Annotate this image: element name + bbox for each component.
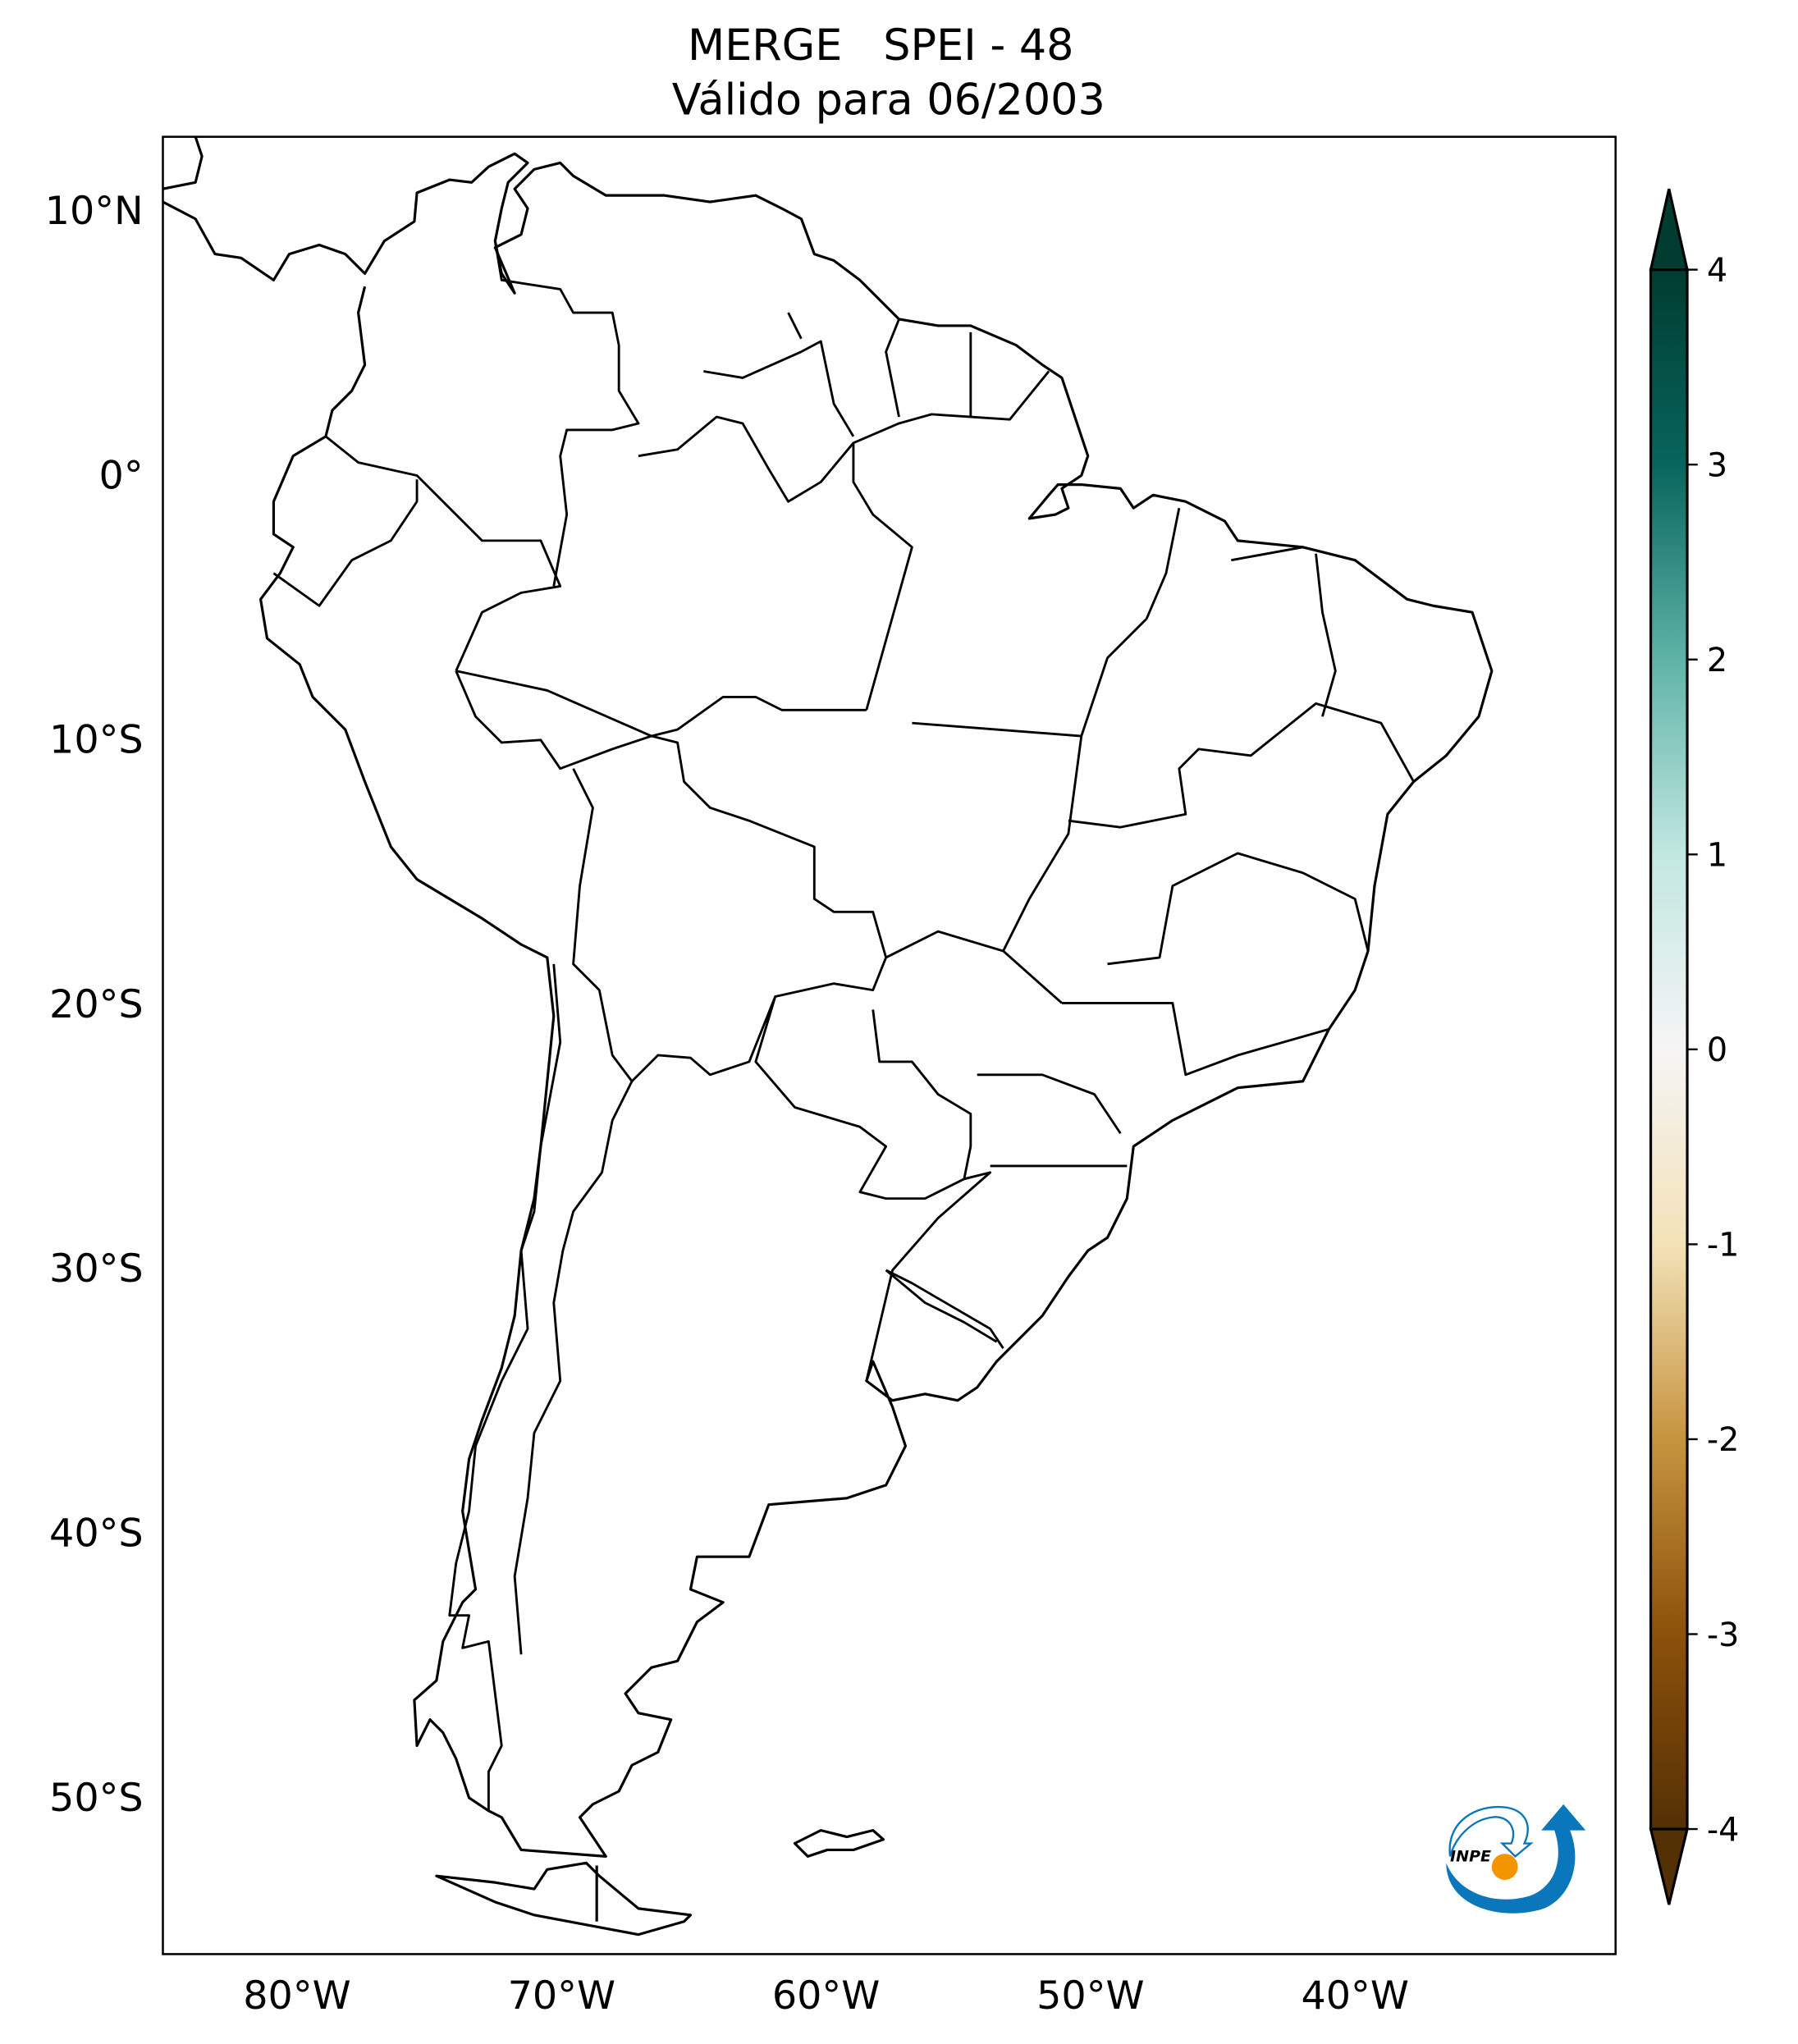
lat-tick-label: 0° (99, 453, 144, 498)
colorbar-tick-label: 1 (1707, 837, 1727, 875)
colorbar-tick-label: -1 (1707, 1227, 1740, 1264)
colorbar-body (1649, 268, 1689, 1831)
south-america-coastline (162, 136, 1494, 1858)
colorbar-tick-label: -2 (1707, 1421, 1740, 1459)
falkland-islands (793, 1829, 885, 1858)
colorbar-tick-label: -3 (1707, 1616, 1740, 1654)
logo-text: INPE (1450, 1848, 1491, 1866)
tierra-del-fuego (435, 1861, 693, 1937)
lat-tick-label: 20°S (49, 982, 144, 1027)
colorbar-tick-label: 4 (1707, 252, 1727, 290)
colorbar-tick-label: 2 (1707, 642, 1727, 679)
longitude-ticks: 80°W 70°W 60°W 50°W 40°W (243, 1973, 1409, 2019)
logo-swirl-icon (1448, 1805, 1534, 1858)
colorbar-tick-label: 0 (1707, 1031, 1727, 1069)
logo-arrow-icon (1446, 1804, 1586, 1914)
title-line-1: MERGE SPEI - 48 (688, 21, 1074, 71)
lon-tick-label: 60°W (772, 1973, 880, 2019)
map-area (162, 136, 1494, 1937)
title-line-2: Válido para 06/2003 (672, 75, 1105, 126)
lat-tick-label: 10°N (45, 189, 144, 234)
map-frame (162, 135, 1617, 1955)
colorbar-tick-label: 3 (1707, 446, 1727, 484)
lat-tick-label: 30°S (49, 1246, 144, 1292)
inpe-logo: INPE (1446, 1804, 1586, 1914)
lat-tick-label: 50°S (49, 1776, 144, 1821)
colorbar: 4 3 2 1 0 -1 -2 -3 -4 (1649, 188, 1740, 1905)
colorbar-tick-label: -4 (1707, 1811, 1740, 1849)
logo-sun-icon (1491, 1854, 1518, 1880)
country-borders (272, 208, 1415, 1811)
lat-tick-label: 40°S (49, 1511, 144, 1557)
lat-tick-label: 10°S (49, 718, 144, 763)
latitude-ticks: 10°N 0° 10°S 20°S 30°S 40°S 50°S (45, 189, 144, 1821)
lon-tick-label: 50°W (1036, 1973, 1144, 2019)
lon-tick-label: 70°W (508, 1973, 615, 2019)
colorbar-extend-min (1649, 1827, 1690, 1905)
lon-tick-label: 80°W (243, 1973, 350, 2019)
lon-tick-label: 40°W (1301, 1973, 1408, 2019)
colorbar-extend-max (1649, 188, 1690, 272)
